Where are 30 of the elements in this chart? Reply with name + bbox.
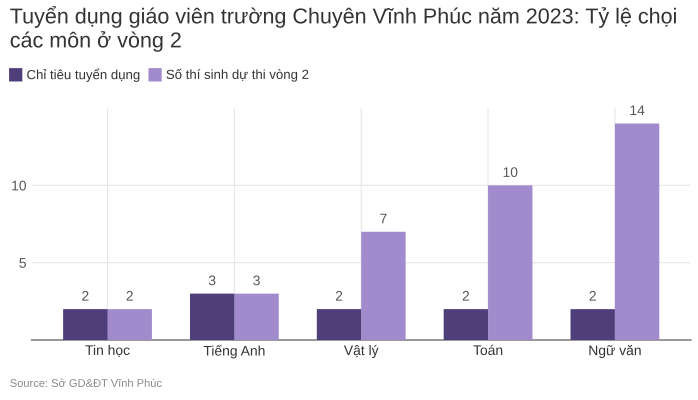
- data-label: 2: [336, 290, 342, 301]
- data-label: 2: [82, 290, 88, 301]
- bar: [190, 294, 234, 340]
- bar: [316, 309, 362, 340]
- data-label: 14: [630, 105, 644, 116]
- data-label: 2: [126, 290, 133, 301]
- chart-title: Tuyển dụng giáo viên trường Chuyên Vĩnh Phúc năm 2023: Tỷ lệ chọi các môn ở vòng 2: [10, 6, 676, 52]
- data-label: 7: [380, 214, 387, 224]
- x-tick-label: Vật lý: [344, 344, 379, 358]
- bar: [614, 123, 660, 340]
- bar: [63, 309, 108, 340]
- bar: [570, 309, 615, 340]
- data-label: 3: [208, 275, 216, 286]
- legend-label: Số thí sinh dự thi vòng 2: [166, 68, 308, 82]
- data-label: 3: [253, 275, 260, 286]
- legend-label: Chỉ tiêu tuyển dụng: [27, 68, 140, 82]
- bar: [108, 309, 152, 340]
- bar: [444, 309, 488, 340]
- data-label: 10: [504, 167, 518, 178]
- source-note: Source: Sở GD&ĐT Vĩnh Phúc: [10, 378, 162, 387]
- x-tick-label: Toán: [473, 344, 502, 356]
- bar: [234, 294, 279, 340]
- bar: [361, 232, 406, 340]
- data-label: 2: [590, 290, 596, 301]
- x-tick-label: Tiếng Anh: [204, 344, 264, 358]
- y-tick-label: 5: [19, 258, 26, 268]
- bar: [488, 185, 532, 340]
- x-tick-label: Tin học: [85, 344, 130, 358]
- data-label: 2: [462, 290, 470, 301]
- x-tick-label: Ngữ văn: [589, 344, 641, 358]
